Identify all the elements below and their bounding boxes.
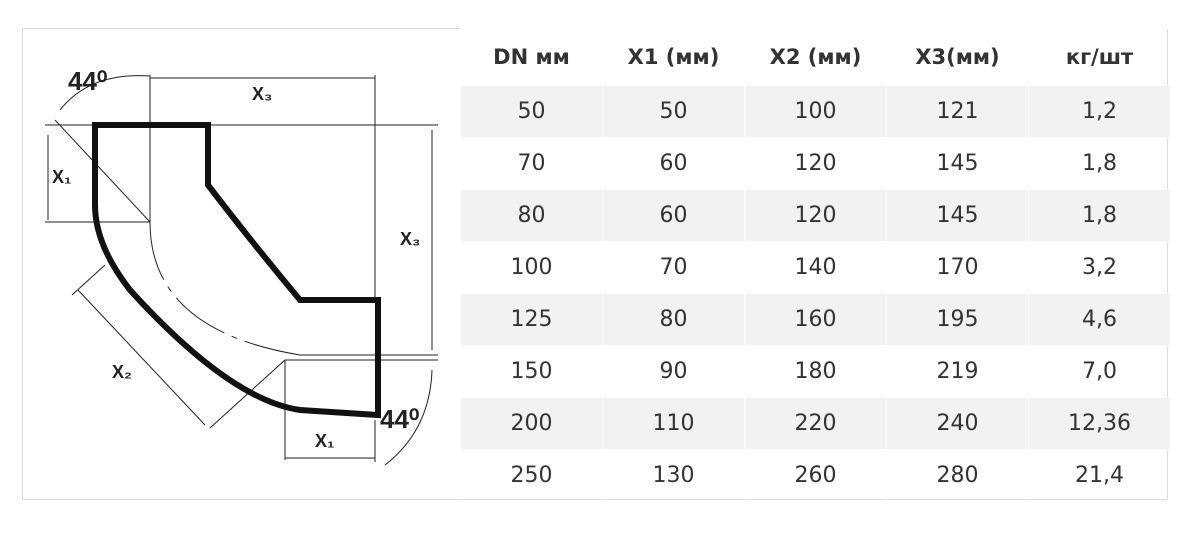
header-row: DN мм X1 (мм) X2 (мм) X3(мм) кг/шт xyxy=(460,28,1171,86)
header-cell: кг/шт xyxy=(1028,28,1171,86)
table-cell: 260 xyxy=(744,449,887,502)
dim-label: X₃ xyxy=(252,84,272,104)
table-cell: 1,2 xyxy=(1028,85,1171,138)
table-cell: 150 xyxy=(460,345,603,398)
header-cell: DN мм xyxy=(460,28,603,86)
table-cell: 200 xyxy=(460,397,603,450)
table-cell: 219 xyxy=(886,345,1029,398)
spec-table: DN мм X1 (мм) X2 (мм) X3(мм) кг/шт 50 50 100 121… xyxy=(460,28,1171,502)
elbow-diagram: 44⁰ X₃ X₁ X₃ X₂ X₁ 44⁰ xyxy=(45,66,438,466)
table-cell: 160 xyxy=(744,293,887,346)
table-cell: 90 xyxy=(602,345,745,398)
table-cell: 121 xyxy=(886,85,1029,138)
table-cell: 250 xyxy=(460,449,603,502)
table-cell: 21,4 xyxy=(1028,449,1171,502)
table-cell: 145 xyxy=(886,137,1029,190)
table-row: 100 70 140 170 3,2 xyxy=(460,241,1171,294)
table-cell: 70 xyxy=(460,137,603,190)
table-cell: 4,6 xyxy=(1028,293,1171,346)
table-cell: 180 xyxy=(744,345,887,398)
table-cell: 60 xyxy=(602,137,745,190)
table-cell: 170 xyxy=(886,241,1029,294)
table-cell: 240 xyxy=(886,397,1029,450)
table-row: 50 50 100 121 1,2 xyxy=(460,85,1171,138)
table-cell: 140 xyxy=(744,241,887,294)
header-cell: X1 (мм) xyxy=(602,28,745,86)
table-row: 150 90 180 219 7,0 xyxy=(460,345,1171,398)
table-row: 80 60 120 145 1,8 xyxy=(460,189,1171,242)
table-cell: 125 xyxy=(460,293,603,346)
table-cell: 1,8 xyxy=(1028,137,1171,190)
table-cell: 80 xyxy=(460,189,603,242)
dim-label: X₃ xyxy=(400,229,420,249)
table-cell: 145 xyxy=(886,189,1029,242)
table-cell: 280 xyxy=(886,449,1029,502)
table-cell: 80 xyxy=(602,293,745,346)
table-cell: 50 xyxy=(460,85,603,138)
table-cell: 120 xyxy=(744,189,887,242)
table-cell: 7,0 xyxy=(1028,345,1171,398)
table-row: 70 60 120 145 1,8 xyxy=(460,137,1171,190)
table-cell: 1,8 xyxy=(1028,189,1171,242)
table-cell: 220 xyxy=(744,397,887,450)
table-cell: 120 xyxy=(744,137,887,190)
table-row: 200 110 220 240 12,36 xyxy=(460,397,1171,450)
table-cell: 50 xyxy=(602,85,745,138)
table-row: 125 80 160 195 4,6 xyxy=(460,293,1171,346)
header-cell: X2 (мм) xyxy=(744,28,887,86)
dim-label: X₁ xyxy=(52,167,71,187)
header-cell: X3(мм) xyxy=(886,28,1029,86)
table-cell: 110 xyxy=(602,397,745,450)
table-cell: 70 xyxy=(602,241,745,294)
table-cell: 195 xyxy=(886,293,1029,346)
table-cell: 60 xyxy=(602,189,745,242)
table-cell: 100 xyxy=(744,85,887,138)
table-cell: 3,2 xyxy=(1028,241,1171,294)
angle-label: 44⁰ xyxy=(380,404,419,434)
dim-label: X₁ xyxy=(315,431,334,451)
angle-label: 44⁰ xyxy=(68,66,107,96)
table-cell: 130 xyxy=(602,449,745,502)
table-cell: 12,36 xyxy=(1028,397,1171,450)
table-row: 250 130 260 280 21,4 xyxy=(460,449,1171,502)
dim-label: X₂ xyxy=(112,362,132,382)
table-cell: 100 xyxy=(460,241,603,294)
